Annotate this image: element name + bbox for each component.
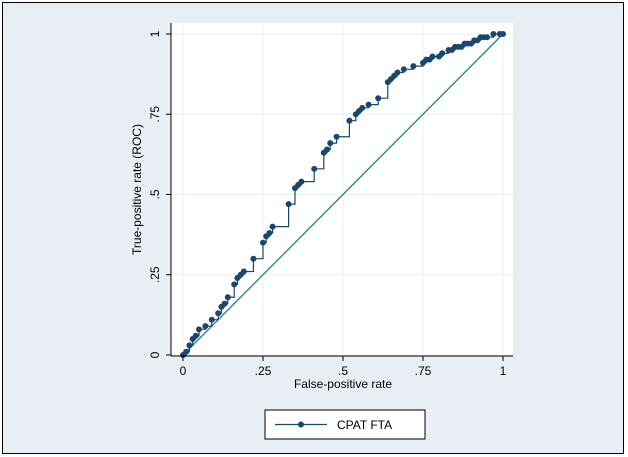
legend: CPAT FTA [264, 409, 426, 440]
y-axis-title: True-positive rate (ROC) [130, 124, 144, 255]
data-point [221, 300, 228, 307]
y-tick-label: .25 [148, 266, 162, 283]
y-tick-label: .5 [148, 189, 162, 199]
legend-series-marker [298, 421, 304, 428]
data-point [375, 95, 382, 102]
data-point [410, 63, 417, 70]
data-point [208, 316, 215, 323]
x-tick-label: .25 [255, 364, 272, 378]
y-tick-label: 1 [148, 30, 162, 37]
data-point [215, 310, 222, 317]
data-point [202, 323, 209, 330]
data-point [196, 326, 202, 333]
data-point [429, 53, 436, 60]
legend-label: CPAT FTA [337, 418, 392, 432]
data-point [269, 223, 276, 230]
reference-line [182, 33, 504, 356]
data-point [365, 101, 372, 108]
x-tick-label: .75 [415, 364, 432, 378]
data-point [311, 165, 318, 172]
reference-line-layer [182, 33, 504, 356]
roc-chart: 0 .25 .5 .75 1 0 .25 .5 .75 1 False-positive rate… [130, 23, 513, 440]
data-point [250, 255, 257, 262]
data-point [231, 281, 238, 288]
data-point [333, 133, 340, 140]
data-point [346, 117, 353, 124]
data-point [439, 50, 446, 57]
data-point [260, 239, 266, 246]
data-point [240, 268, 247, 275]
data-point [183, 348, 190, 355]
data-point [327, 140, 334, 147]
x-tick-label: 1 [500, 364, 507, 378]
legend-box [264, 409, 426, 440]
data-point [285, 201, 292, 208]
data-point [224, 294, 231, 301]
data-point [400, 66, 407, 73]
data-point [324, 146, 330, 153]
data-point [490, 31, 497, 37]
data-point [298, 178, 305, 185]
x-axis-title: False-positive rate [294, 377, 392, 391]
data-point [500, 31, 506, 37]
y-tick-label: 0 [148, 351, 162, 358]
data-point [266, 230, 273, 237]
series-layer [180, 31, 506, 358]
x-tick-label: .5 [338, 364, 348, 378]
grid-lines [171, 23, 513, 356]
axes: 0 .25 .5 .75 1 0 .25 .5 .75 1 [148, 23, 513, 378]
data-point [186, 342, 193, 349]
data-point [484, 34, 490, 41]
data-point [359, 104, 366, 111]
data-point [192, 332, 199, 339]
y-tick-label: .75 [148, 106, 162, 123]
data-point [394, 69, 401, 76]
chart-frame: 0 .25 .5 .75 1 0 .25 .5 .75 1 False-positive rate… [2, 2, 624, 454]
x-tick-label: 0 [180, 364, 187, 378]
